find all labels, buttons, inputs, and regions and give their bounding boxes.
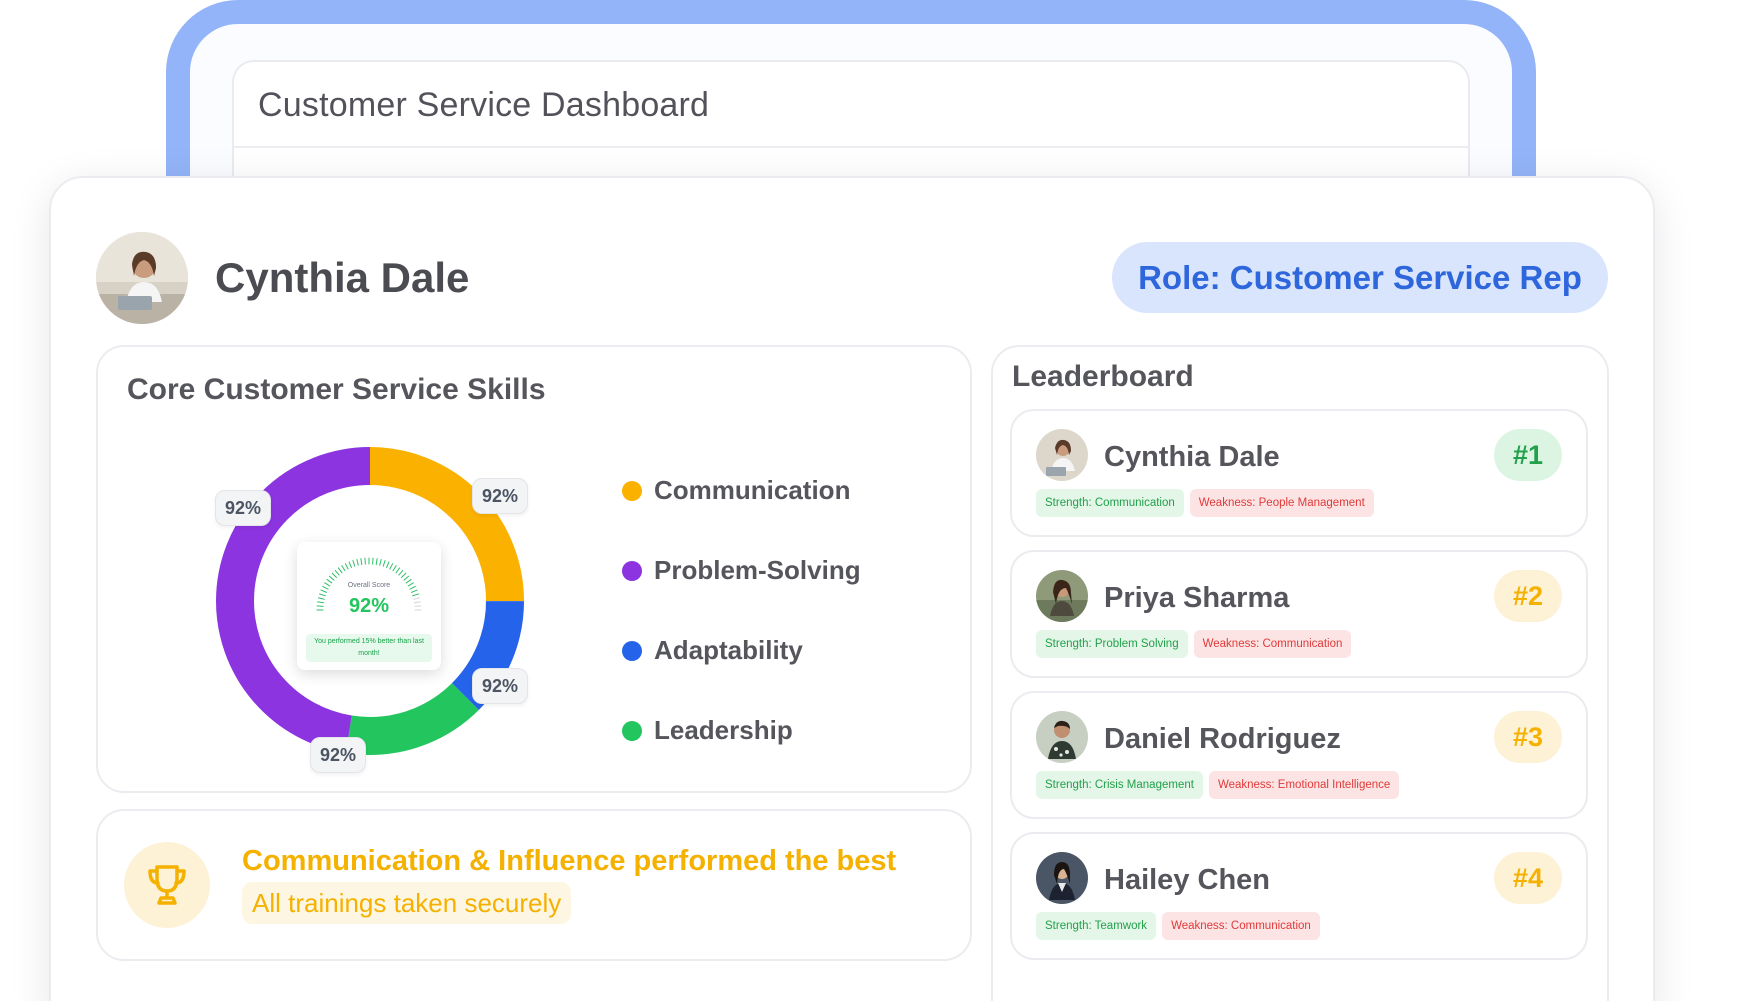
weakness-tag: Weakness: Communication [1193,630,1352,658]
strength-tag: Strength: Crisis Management [1036,771,1203,799]
leaderboard-entry[interactable]: Priya Sharma #2 Strength: Problem Solvin… [1010,550,1588,678]
legend-label: Problem-Solving [654,555,861,585]
gauge-tick [360,558,363,566]
gauge-tick [392,565,397,572]
legend-label: Adaptability [654,635,803,665]
gauge-tick [320,589,328,593]
gauge-tick [341,565,346,572]
gauge-tick [317,597,325,600]
gauge-tick [413,597,421,600]
gauge-tick [386,561,390,569]
legend-item-adaptability: Adaptability [622,635,803,666]
weakness-tag: Weakness: Emotional Intelligence [1208,771,1400,799]
divider [234,146,1468,148]
gauge-tick [389,563,394,570]
gauge-tick [410,589,418,593]
strength-tag: Strength: Communication [1036,489,1184,517]
strength-tag: Strength: Teamwork [1036,912,1157,940]
gauge-tick [356,558,359,566]
legend-item-leadership: Leadership [622,715,793,746]
avatar [1036,852,1088,904]
gauge-tick [352,560,356,567]
gauge-tick [322,585,329,590]
leaderboard-title: Leaderboard [1012,360,1194,393]
gauge-tick [413,601,421,604]
leaderboard-name: Cynthia Dale [1104,441,1280,473]
role-badge: Role: Customer Service Rep [1112,242,1608,313]
legend-item-communication: Communication [622,475,850,506]
percentage-badge: 92% [472,668,529,704]
gauge-tick [405,578,412,584]
gauge-tick [403,575,410,581]
avatar [1036,711,1088,763]
rank-badge: #2 [1494,570,1562,622]
donut-segment [216,447,524,755]
gauge-tick [337,567,343,574]
donut-segment [216,447,524,755]
legend-dot [622,480,642,501]
gauge-tick [407,582,414,587]
gauge-tick [412,593,419,597]
leaderboard-entry[interactable]: Daniel Rodriguez #3 Strength: Crisis Man… [1010,691,1588,819]
legend-dot [622,560,642,581]
gauge-tick [326,578,333,584]
percentage-badge: 92% [215,490,272,526]
legend-item-problem-solving: Problem-Solving [622,555,861,586]
trophy-icon [124,842,210,928]
gauge-tick [334,569,340,576]
gauge-tick [379,558,382,566]
legend-label: Leadership [654,715,793,745]
gauge-tick [344,563,349,570]
rank-badge: #1 [1494,429,1562,481]
gauge-tick [317,601,325,604]
weakness-tag: Weakness: People Management [1189,489,1374,517]
leaderboard-name: Priya Sharma [1104,582,1290,614]
legend-label: Communication [654,475,851,505]
strength-tag: Strength: Problem Solving [1036,630,1188,658]
profile-avatar [96,232,188,324]
skills-donut-chart [215,446,525,756]
gauge-tick [324,582,331,587]
legend-dot [622,640,642,661]
percentage-badge: 92% [310,737,367,773]
gauge-tick [401,572,407,578]
avatar [1036,429,1088,481]
gauge-tick [375,558,378,566]
insight-title: Communication & Influence performed the … [242,845,897,877]
rank-badge: #3 [1494,711,1562,763]
leaderboard-name: Daniel Rodriguez [1104,723,1341,755]
gauge-tick [382,560,386,567]
insight-subtitle: All trainings taken securely [242,882,572,924]
insight-panel [96,809,972,961]
gauge-tick [319,593,326,597]
overall-score-card: Overall Score 92% You performed 15% bett… [297,542,441,670]
gauge-tick [398,569,404,576]
percentage-badge: 92% [472,478,529,514]
gauge-tick [348,561,352,569]
skills-title: Core Customer Service Skills [127,373,546,406]
leaderboard-entry[interactable]: Hailey Chen #4 Strength: Teamwork Weakne… [1010,832,1588,960]
dashboard-title: Customer Service Dashboard [258,86,710,124]
overall-score-value: 92% [348,595,390,617]
rank-badge: #4 [1494,852,1562,904]
overall-score-note: You performed 15% better than last month… [306,634,432,662]
gauge-tick [328,575,335,581]
gauge-tick [395,567,401,574]
avatar [1036,570,1088,622]
legend-dot [622,720,642,741]
gauge-tick [331,572,337,578]
weakness-tag: Weakness: Communication [1162,912,1320,940]
gauge-tick [409,585,416,590]
leaderboard-name: Hailey Chen [1104,864,1270,896]
profile-name: Cynthia Dale [215,254,470,301]
overall-score-label: Overall Score [347,582,391,589]
leaderboard-entry[interactable]: Cynthia Dale #1 Strength: Communication … [1010,409,1588,537]
